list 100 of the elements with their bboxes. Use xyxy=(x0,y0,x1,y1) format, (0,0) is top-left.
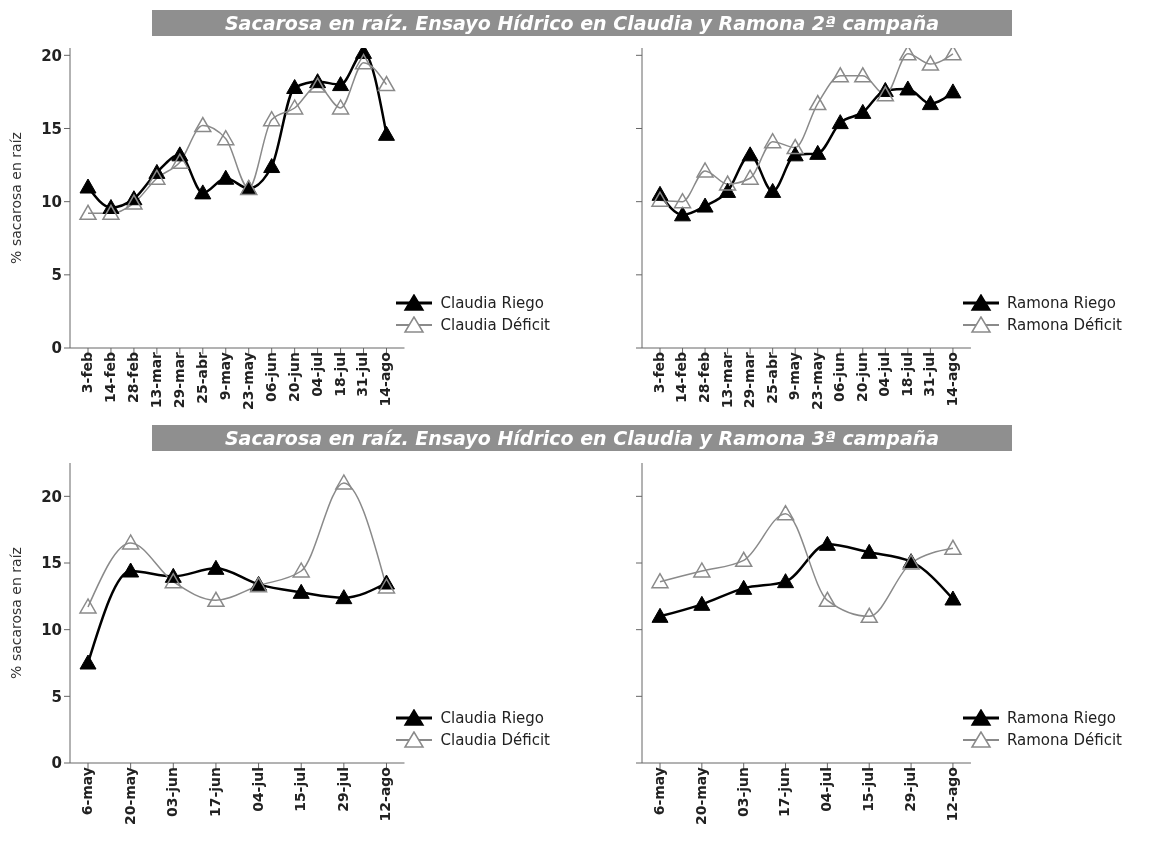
x-tick-label: 17-jun xyxy=(206,767,223,818)
point xyxy=(763,132,782,149)
legend-label: Ramona Riego xyxy=(1006,294,1116,312)
point xyxy=(786,146,804,162)
point xyxy=(377,125,395,141)
point xyxy=(79,598,97,614)
point xyxy=(171,153,189,169)
point xyxy=(777,573,795,589)
point xyxy=(377,578,396,594)
point xyxy=(651,607,669,623)
point xyxy=(944,48,962,61)
point xyxy=(808,94,827,111)
legend-label: Ramona Déficit xyxy=(1006,316,1122,334)
x-tick-label: 17-jun xyxy=(776,767,793,818)
y-tick-label: 15 xyxy=(41,554,62,573)
point xyxy=(693,595,711,611)
x-tick-label: 29-jul xyxy=(334,767,351,812)
point xyxy=(207,559,225,575)
point xyxy=(818,591,837,608)
point xyxy=(786,138,804,155)
point xyxy=(696,162,714,178)
point xyxy=(734,551,753,568)
legend-label: Claudia Riego xyxy=(440,709,544,727)
point xyxy=(899,80,917,96)
x-tick-label: 04-jul xyxy=(249,767,266,812)
point xyxy=(148,169,166,185)
x-tick-label: 14-feb xyxy=(673,352,690,403)
point xyxy=(79,654,97,670)
x-tick-label: 13-mar xyxy=(718,351,735,409)
x-tick-label: 31-jul xyxy=(354,352,371,397)
point xyxy=(921,95,939,111)
x-tick-label: 06-jun xyxy=(262,352,279,403)
x-tick-label: 29-mar xyxy=(170,351,187,409)
point xyxy=(944,590,962,606)
legend-label: Claudia Riego xyxy=(440,294,544,312)
x-tick-label: 3-feb xyxy=(650,352,667,394)
point xyxy=(674,206,692,222)
point xyxy=(673,192,692,209)
point xyxy=(331,99,350,115)
point xyxy=(377,75,396,92)
y-axis-title: % sacarosa en raíz xyxy=(7,547,24,679)
x-tick-label: 31-jul xyxy=(921,352,938,397)
point xyxy=(860,543,878,559)
x-tick-label: 29-mar xyxy=(741,351,758,409)
point xyxy=(899,48,917,61)
x-tick-label: 12-ago xyxy=(377,766,394,822)
y-tick-label: 0 xyxy=(51,339,62,358)
x-tick-label: 28-feb xyxy=(124,352,141,403)
point xyxy=(764,182,782,198)
point xyxy=(332,76,350,92)
point xyxy=(292,562,310,578)
point xyxy=(651,191,669,207)
point xyxy=(194,184,212,200)
x-tick-label: 04-jul xyxy=(818,767,835,812)
point xyxy=(335,589,353,605)
y-tick-label: 0 xyxy=(51,754,62,773)
y-tick-label: 15 xyxy=(41,119,62,138)
point xyxy=(860,607,878,624)
point xyxy=(125,194,143,210)
y-axis-title: % sacarosa en raíz xyxy=(7,132,24,264)
point xyxy=(921,55,940,71)
point xyxy=(831,67,850,83)
x-tick-label: 06-jun xyxy=(831,352,848,403)
x-tick-label: 03-jun xyxy=(164,767,181,818)
point xyxy=(194,116,212,133)
legend-label: Claudia Déficit xyxy=(440,731,550,749)
y-tick-label: 5 xyxy=(51,266,62,285)
x-tick-label: 15-jul xyxy=(292,767,309,812)
point xyxy=(876,86,895,102)
x-tick-label: 18-jul xyxy=(898,352,915,397)
legend-label: Claudia Déficit xyxy=(440,316,550,334)
text: Sacarosa en raíz. Ensayo Hídrico en Claudia y Ramona 2ª campaña xyxy=(152,10,1012,36)
point xyxy=(776,504,795,521)
x-tick-label: 13-mar xyxy=(147,351,164,409)
x-tick-label: 18-jul xyxy=(331,352,348,397)
point xyxy=(102,204,120,221)
point xyxy=(944,539,962,556)
point xyxy=(335,474,353,490)
point xyxy=(854,103,872,119)
point xyxy=(944,83,962,99)
x-tick-label: 20-may xyxy=(692,767,709,826)
x-tick-label: 14-feb xyxy=(101,352,118,403)
point xyxy=(651,572,669,589)
point xyxy=(854,67,872,83)
x-tick-label: 23-may xyxy=(808,352,825,411)
point xyxy=(735,579,753,595)
y-tick-label: 20 xyxy=(41,46,62,65)
point xyxy=(741,146,759,162)
point xyxy=(164,572,183,589)
x-tick-label: 20-jun xyxy=(285,352,302,403)
x-tick-label: 25-abr xyxy=(763,351,780,404)
point xyxy=(217,169,235,185)
point xyxy=(354,53,373,70)
x-tick-label: 23-may xyxy=(239,352,256,411)
point xyxy=(262,110,281,127)
legend-label: Ramona Déficit xyxy=(1006,731,1122,749)
point xyxy=(809,144,827,160)
x-tick-label: 14-ago xyxy=(377,351,394,407)
x-tick-label: 6-may xyxy=(650,767,667,816)
point xyxy=(122,562,140,578)
